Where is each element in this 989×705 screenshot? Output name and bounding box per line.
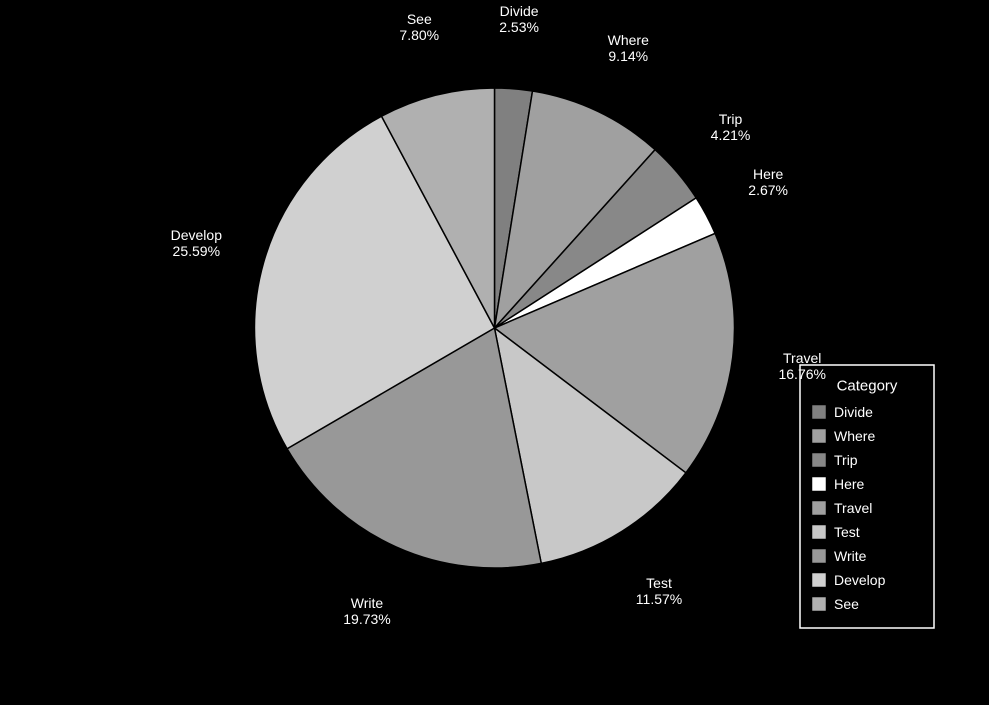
legend-item-label: Travel <box>834 500 872 516</box>
legend-swatch <box>812 477 826 491</box>
legend-item-label: Develop <box>834 572 886 588</box>
pie-chart-figure: Category Divide Where Trip Here Travel Test Wri… <box>0 0 989 705</box>
legend-item-label: Here <box>834 476 865 492</box>
legend-swatch <box>812 429 826 443</box>
legend-swatch <box>812 597 826 611</box>
legend-swatch <box>812 573 826 587</box>
legend: Category Divide Where Trip Here Travel Test Wri… <box>800 365 934 628</box>
legend-item-label: Trip <box>834 452 858 468</box>
legend-item-label: Test <box>834 524 860 540</box>
legend-item-label: Write <box>834 548 867 564</box>
legend-swatch <box>812 525 826 539</box>
legend-title: Category <box>837 378 898 395</box>
pie-chart-svg: Category Divide Where Trip Here Travel Test Wri… <box>0 0 989 705</box>
pie-tick <box>541 563 542 569</box>
legend-swatch <box>812 453 826 467</box>
pie-wedges <box>255 88 735 568</box>
legend-item-label: Where <box>834 428 875 444</box>
legend-swatch <box>812 549 826 563</box>
legend-item-label: See <box>834 596 859 612</box>
legend-swatch <box>812 501 826 515</box>
pie-tick <box>532 85 533 91</box>
legend-swatch <box>812 405 826 419</box>
legend-item-label: Divide <box>834 404 873 420</box>
